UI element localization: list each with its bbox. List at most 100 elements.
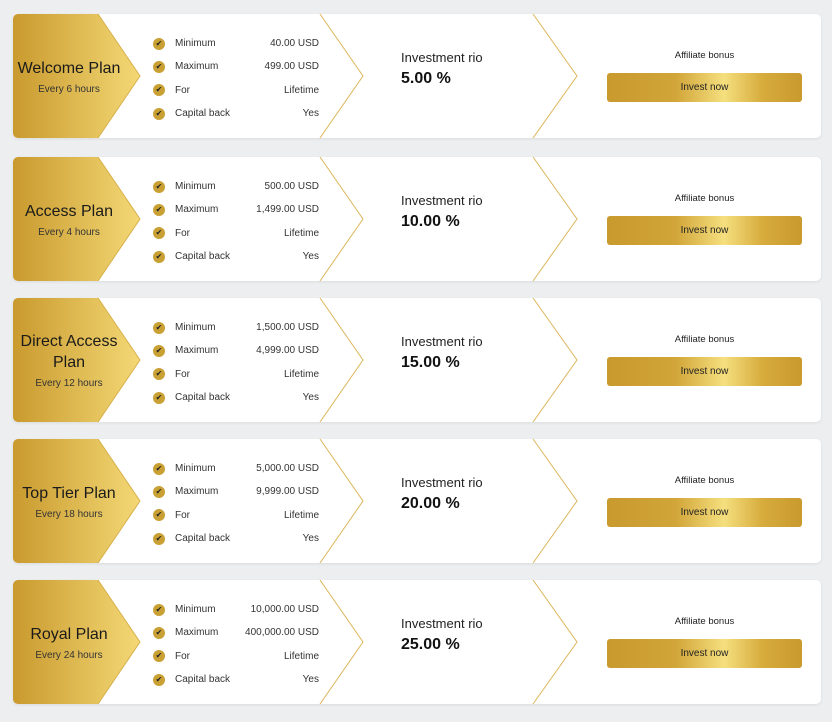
feature-value: 499.00 USD bbox=[264, 61, 319, 73]
check-icon: ✔ bbox=[153, 626, 165, 639]
roi-value: 5.00 % bbox=[401, 70, 451, 87]
feature-maximum: ✔ Maximum 400,000.00 USD bbox=[153, 621, 319, 644]
feature-value: Yes bbox=[302, 533, 319, 545]
invest-now-button[interactable]: Invest now bbox=[607, 639, 802, 668]
feature-label: For bbox=[175, 84, 190, 96]
feature-for: ✔ For Lifetime bbox=[153, 363, 319, 386]
feature-label: For bbox=[175, 509, 190, 521]
check-icon: ✔ bbox=[153, 37, 165, 50]
feature-value: Lifetime bbox=[283, 84, 319, 96]
feature-minimum: ✔ Minimum 40.00 USD bbox=[153, 32, 319, 55]
check-icon: ✔ bbox=[153, 227, 165, 240]
plan-name: Welcome Plan bbox=[17, 59, 121, 77]
feature-for: ✔ For Lifetime bbox=[153, 645, 319, 668]
feature-value: Lifetime bbox=[283, 650, 319, 662]
plan-card: Access Plan Every 4 hours ✔ Minimum 500.00… bbox=[13, 157, 821, 281]
roi-label: Investment rio bbox=[401, 50, 483, 65]
check-icon: ✔ bbox=[153, 673, 165, 686]
plan-features: ✔ Minimum 10,000.00 USD ✔ Maximum 400,000.00… bbox=[153, 598, 319, 691]
roi-label: Investment rio bbox=[401, 616, 483, 631]
affiliate-bonus-label: Affiliate bonus bbox=[674, 334, 735, 345]
plan-name: Royal Plan bbox=[30, 625, 108, 643]
invest-now-button[interactable]: Invest now bbox=[607, 216, 802, 245]
check-icon: ✔ bbox=[153, 203, 165, 216]
plan-name: Top Tier Plan bbox=[22, 484, 116, 502]
feature-label: Minimum bbox=[175, 604, 216, 616]
plan-frequency: Every 24 hours bbox=[35, 649, 103, 661]
plan-name: Access Plan bbox=[24, 202, 114, 220]
affiliate-bonus-label: Affiliate bonus bbox=[674, 193, 735, 204]
feature-label: Minimum bbox=[175, 181, 216, 193]
feature-for: ✔ For Lifetime bbox=[153, 222, 319, 245]
feature-value: 1,500.00 USD bbox=[256, 322, 319, 334]
feature-label: Maximum bbox=[175, 61, 219, 73]
feature-label: Maximum bbox=[175, 627, 219, 639]
plan-header: Royal Plan Every 24 hours bbox=[13, 580, 125, 704]
feature-value: 9,999.00 USD bbox=[256, 486, 319, 498]
plan-header: Top Tier Plan Every 18 hours bbox=[13, 439, 125, 563]
plan-frequency: Every 18 hours bbox=[35, 508, 103, 520]
plan-frequency: Every 12 hours bbox=[35, 378, 103, 389]
check-icon: ✔ bbox=[153, 391, 165, 404]
roi-block: Investment rio 20.00 % bbox=[401, 475, 483, 513]
feature-label: Maximum bbox=[175, 204, 219, 216]
plan-card: Welcome Plan Every 6 hours ✔ Minimum 40.00… bbox=[13, 14, 821, 138]
feature-maximum: ✔ Maximum 9,999.00 USD bbox=[153, 480, 319, 503]
feature-value: 40.00 USD bbox=[270, 38, 319, 50]
roi-block: Investment rio 10.00 % bbox=[401, 193, 483, 231]
feature-maximum: ✔ Maximum 1,499.00 USD bbox=[153, 198, 319, 221]
roi-label: Investment rio bbox=[401, 193, 483, 208]
feature-value: Yes bbox=[302, 392, 319, 404]
plan-features: ✔ Minimum 5,000.00 USD ✔ Maximum 9,999.00 US… bbox=[153, 457, 319, 550]
feature-value: Lifetime bbox=[283, 227, 319, 239]
feature-value: Yes bbox=[302, 108, 319, 120]
invest-now-button[interactable]: Invest now bbox=[607, 357, 802, 386]
plan-header: Access Plan Every 4 hours bbox=[13, 157, 125, 281]
feature-label: Capital back bbox=[175, 108, 231, 120]
feature-value: 5,000.00 USD bbox=[256, 463, 319, 475]
check-icon: ✔ bbox=[153, 107, 165, 120]
feature-label: Maximum bbox=[175, 486, 219, 498]
roi-value: 10.00 % bbox=[401, 213, 460, 230]
feature-label: For bbox=[175, 368, 190, 380]
feature-capital-back: ✔ Capital back Yes bbox=[153, 527, 319, 550]
check-icon: ✔ bbox=[153, 509, 165, 522]
feature-value: 500.00 USD bbox=[264, 181, 319, 193]
feature-label: Capital back bbox=[175, 674, 231, 686]
feature-label: Minimum bbox=[175, 38, 216, 50]
check-icon: ✔ bbox=[153, 250, 165, 263]
feature-maximum: ✔ Maximum 4,999.00 USD bbox=[153, 339, 319, 362]
feature-maximum: ✔ Maximum 499.00 USD bbox=[153, 55, 319, 78]
check-icon: ✔ bbox=[153, 344, 165, 357]
feature-label: Capital back bbox=[175, 251, 231, 263]
feature-label: Minimum bbox=[175, 463, 216, 475]
check-icon: ✔ bbox=[153, 462, 165, 475]
affiliate-bonus-label: Affiliate bonus bbox=[674, 50, 735, 61]
check-icon: ✔ bbox=[153, 180, 165, 193]
check-icon: ✔ bbox=[153, 321, 165, 334]
check-icon: ✔ bbox=[153, 603, 165, 616]
affiliate-bonus-label: Affiliate bonus bbox=[674, 475, 735, 486]
feature-label: For bbox=[175, 650, 190, 662]
roi-value: 25.00 % bbox=[401, 636, 460, 653]
plan-features: ✔ Minimum 500.00 USD ✔ Maximum 1,499.00 USD … bbox=[153, 175, 319, 268]
feature-value: Yes bbox=[302, 674, 319, 686]
invest-now-button[interactable]: Invest now bbox=[607, 73, 802, 102]
feature-value: 1,499.00 USD bbox=[256, 204, 319, 216]
plan-features: ✔ Minimum 1,500.00 USD ✔ Maximum 4,999.00 US… bbox=[153, 316, 319, 409]
feature-for: ✔ For Lifetime bbox=[153, 79, 319, 102]
feature-label: Minimum bbox=[175, 322, 216, 334]
affiliate-bonus-label: Affiliate bonus bbox=[674, 616, 735, 627]
feature-label: For bbox=[175, 227, 190, 239]
check-icon: ✔ bbox=[153, 485, 165, 498]
invest-now-button[interactable]: Invest now bbox=[607, 498, 802, 527]
feature-value: 10,000.00 USD bbox=[250, 604, 319, 616]
roi-block: Investment rio 25.00 % bbox=[401, 616, 483, 654]
feature-label: Capital back bbox=[175, 392, 231, 404]
check-icon: ✔ bbox=[153, 532, 165, 545]
plan-header: Direct Access Plan Every 12 hours bbox=[13, 298, 125, 422]
roi-value: 15.00 % bbox=[401, 354, 460, 371]
roi-label: Investment rio bbox=[401, 475, 483, 490]
plan-card: Royal Plan Every 24 hours ✔ Minimum 10,000… bbox=[13, 580, 821, 704]
feature-value: Yes bbox=[302, 251, 319, 263]
